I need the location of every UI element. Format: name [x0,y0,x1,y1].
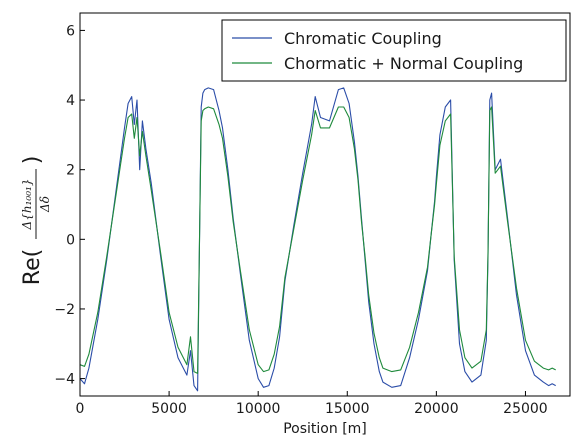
x-tick-label: 10000 [236,401,281,417]
legend-label-chromatic-normal-coupling: Chormatic + Normal Coupling [284,54,523,73]
y-tick-label: 4 [66,93,75,109]
y-tick-label: −4 [54,372,75,388]
series-line-0 [79,87,556,392]
x-tick-label: 20000 [414,401,459,417]
y-axis-label-numerator: Δ{h₁₀₀₁} [20,179,34,231]
ticks-layer: 0 5000 10000 15000 20000 25000 −4 −2 0 2 4 6 [54,23,547,417]
plot-frame [79,12,571,397]
x-tick-label: 5000 [151,401,187,417]
y-axis-label-prefix: Re( [20,249,45,285]
y-axis-label-suffix: ) [20,156,45,165]
x-tick-label: 15000 [325,401,370,417]
y-axis-label-denominator: Δδ [38,196,52,213]
x-tick-label: 0 [76,401,85,417]
legend: Chromatic Coupling Chormatic + Normal Co… [221,19,567,82]
x-axis-label: Position [m] [283,421,367,437]
y-tick-label: 2 [66,163,75,179]
y-tick-label: −2 [54,302,75,318]
legend-box [221,19,567,82]
y-axis-label: Re( Δ{h₁₀₀₁} Δδ ) [20,156,52,286]
y-tick-label: 6 [66,23,75,39]
series-line-1 [79,106,556,374]
y-tick-label: 0 [66,232,75,248]
x-tick-label: 25000 [503,401,548,417]
series-layer [79,87,556,392]
legend-label-chromatic-coupling: Chromatic Coupling [284,29,442,48]
